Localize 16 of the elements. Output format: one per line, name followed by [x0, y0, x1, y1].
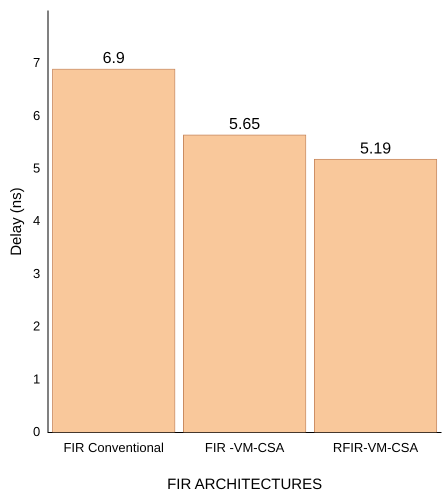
- y-tick-label: 7: [32, 55, 40, 70]
- y-axis-title: Delay (ns): [8, 187, 26, 256]
- y-tick-label: 5: [32, 160, 40, 176]
- y-tick-label: 2: [32, 318, 40, 334]
- x-tick-label: FIR Conventional: [63, 440, 164, 455]
- x-axis-title: FIR ARCHITECTURES: [167, 476, 322, 494]
- y-tick-label: 4: [32, 213, 40, 228]
- x-tick-label: FIR -VM-CSA: [204, 440, 285, 455]
- data-label: 5.65: [229, 116, 260, 134]
- x-tick-label: RFIR-VM-CSA: [332, 440, 418, 455]
- y-tick-label: 1: [32, 371, 40, 386]
- data-label: 6.9: [102, 50, 125, 68]
- y-tick-label: 3: [32, 266, 40, 281]
- data-label: 5.19: [360, 140, 392, 158]
- y-tick-label: 6: [32, 108, 40, 123]
- y-tick-label: 0: [32, 424, 40, 439]
